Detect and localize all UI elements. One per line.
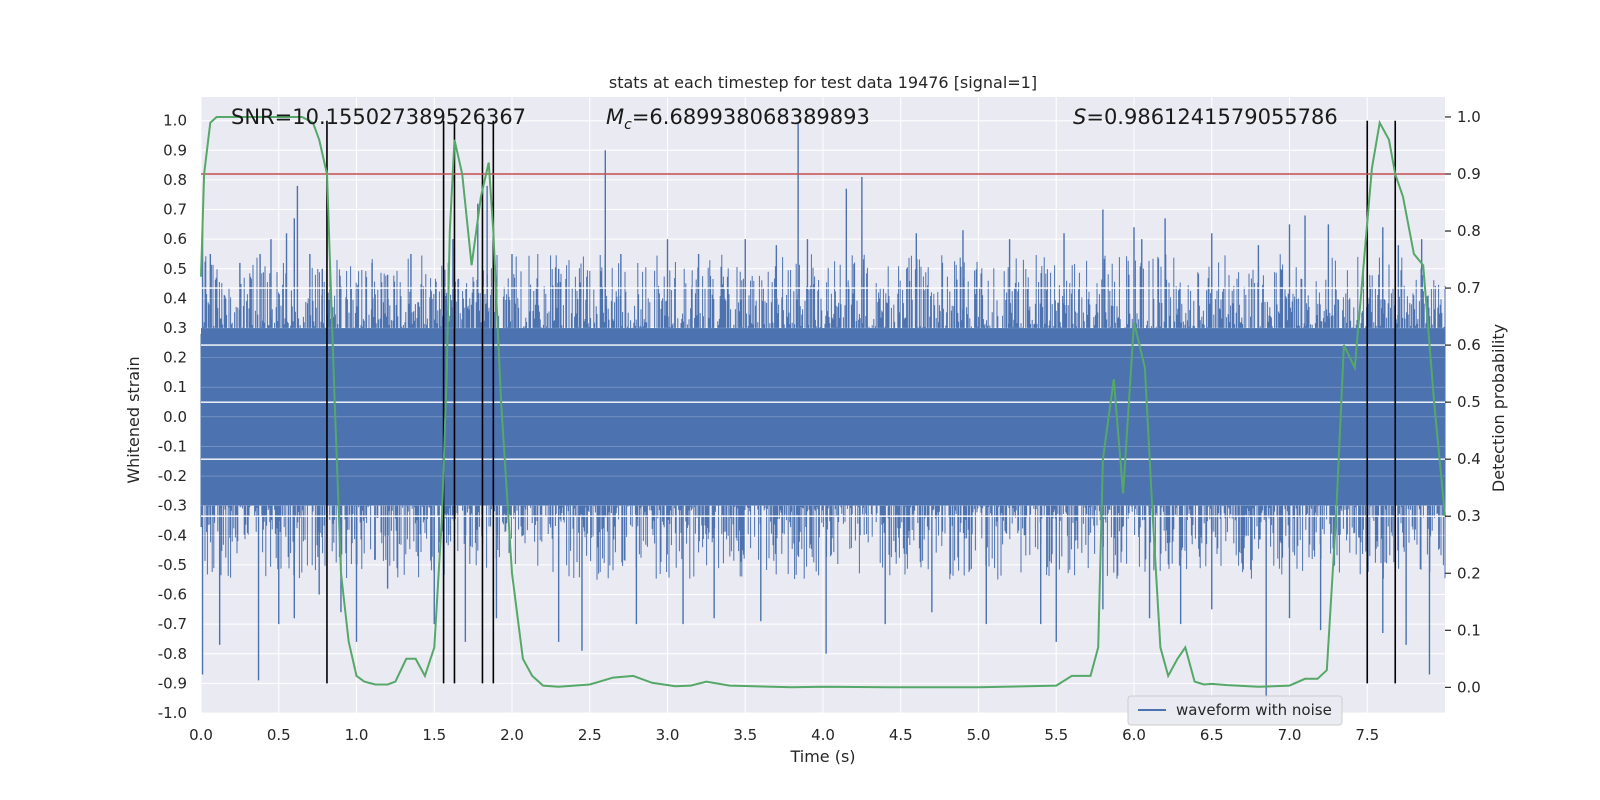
y-tick-label: 1.0	[163, 112, 187, 130]
x-tick-label: 4.0	[811, 726, 835, 744]
y-tick-label: -0.3	[158, 497, 187, 515]
waveform-series	[200, 123, 1446, 702]
s-value: =0.9861241579055786	[1086, 105, 1337, 129]
y-tick-label: -0.2	[158, 467, 187, 485]
chirp-mass-subscript: c	[624, 117, 632, 133]
y2-tick-label: 0.4	[1457, 450, 1481, 468]
y-tick-label: 0.8	[163, 171, 187, 189]
y-axis-ticks: -1.0 -0.9 -0.8 -0.7 -0.6 -0.5 -0.4 -0.3 -0.2 -0.1…	[158, 112, 187, 722]
event-lines	[326, 120, 1397, 684]
y-tick-label: 0.1	[163, 378, 187, 396]
y-tick-label: -0.1	[158, 437, 187, 455]
y-tick-label: 0.6	[163, 230, 187, 248]
x-tick-label: 6.5	[1200, 726, 1224, 744]
y-tick-label: -0.8	[158, 645, 187, 663]
y-tick-label: 0.2	[163, 349, 187, 367]
y2-tick-label: 0.2	[1457, 564, 1481, 582]
x-tick-label: 3.5	[733, 726, 757, 744]
y-tick-label: 0.4	[163, 289, 187, 307]
y2-tick-label: 0.3	[1457, 507, 1481, 525]
x-tick-label: 2.0	[500, 726, 524, 744]
y-tick-label: -0.9	[158, 674, 187, 692]
y-tick-label: -0.7	[158, 615, 187, 633]
legend-box	[1127, 695, 1343, 726]
detection-probability-series	[200, 116, 1446, 689]
x-tick-label: 6.0	[1122, 726, 1146, 744]
y-axis-label: Whitened strain	[124, 356, 143, 483]
chirp-mass-symbol: M	[606, 105, 624, 129]
x-tick-label: 0.5	[267, 726, 291, 744]
probability-line	[200, 116, 1446, 689]
s-annotation: S=0.9861241579055786	[1073, 105, 1338, 129]
y2-tick-label: 0.0	[1457, 678, 1481, 696]
x-tick-label: 5.5	[1044, 726, 1068, 744]
y-tick-label: -0.6	[158, 586, 187, 604]
x-tick-label: 4.5	[889, 726, 913, 744]
x-tick-label: 1.5	[422, 726, 446, 744]
y-tick-label: -0.4	[158, 526, 187, 544]
chirp-mass-value: =6.689938068389893	[632, 105, 870, 129]
x-tick-label: 7.0	[1278, 726, 1302, 744]
y-tick-label: -1.0	[158, 704, 187, 722]
legend: waveform with noise	[1127, 695, 1343, 726]
x-tick-label: 3.0	[656, 726, 680, 744]
y-tick-label: 0.9	[163, 141, 187, 159]
chart-title: stats at each timestep for test data 194…	[609, 73, 1037, 92]
y2-tick-label: 0.5	[1457, 393, 1481, 411]
y-tick-label: 0.5	[163, 260, 187, 278]
y2-tick-label: 1.0	[1457, 108, 1481, 126]
x-tick-label: 1.0	[345, 726, 369, 744]
y2-tick-label: 0.8	[1457, 222, 1481, 240]
y2-tick-label: 0.6	[1457, 336, 1481, 354]
y-tick-label: 0.0	[163, 408, 187, 426]
x-tick-label: 0.0	[189, 726, 213, 744]
waveform-noise	[200, 254, 1446, 580]
x-tick-label: 5.0	[967, 726, 991, 744]
snr-annotation: SNR=10.155027389526367	[231, 105, 526, 129]
y2-axis-ticks: 0.0 0.1 0.2 0.3 0.4 0.5 0.6 0.7 0.8 0.9 1.0	[1445, 108, 1481, 696]
y2-tick-label: 0.7	[1457, 279, 1481, 297]
chirp-mass-annotation: Mc=6.689938068389893	[606, 105, 870, 133]
x-tick-label: 7.5	[1355, 726, 1379, 744]
y2-tick-label: 0.9	[1457, 165, 1481, 183]
y2-axis-label: Detection probability	[1489, 324, 1508, 492]
x-axis-label: Time (s)	[789, 747, 855, 766]
x-axis-ticks: 0.0 0.5 1.0 1.5 2.0 2.5 3.0 3.5 4.0 4.5 5.0 5.5 6.0 6…	[189, 726, 1379, 744]
x-tick-label: 2.5	[578, 726, 602, 744]
y2-tick-label: 0.1	[1457, 621, 1481, 639]
y-tick-label: -0.5	[158, 556, 187, 574]
y-tick-label: 0.7	[163, 201, 187, 219]
y-tick-label: 0.3	[163, 319, 187, 337]
s-symbol: S	[1073, 105, 1086, 129]
legend-label: waveform with noise	[1176, 701, 1332, 719]
